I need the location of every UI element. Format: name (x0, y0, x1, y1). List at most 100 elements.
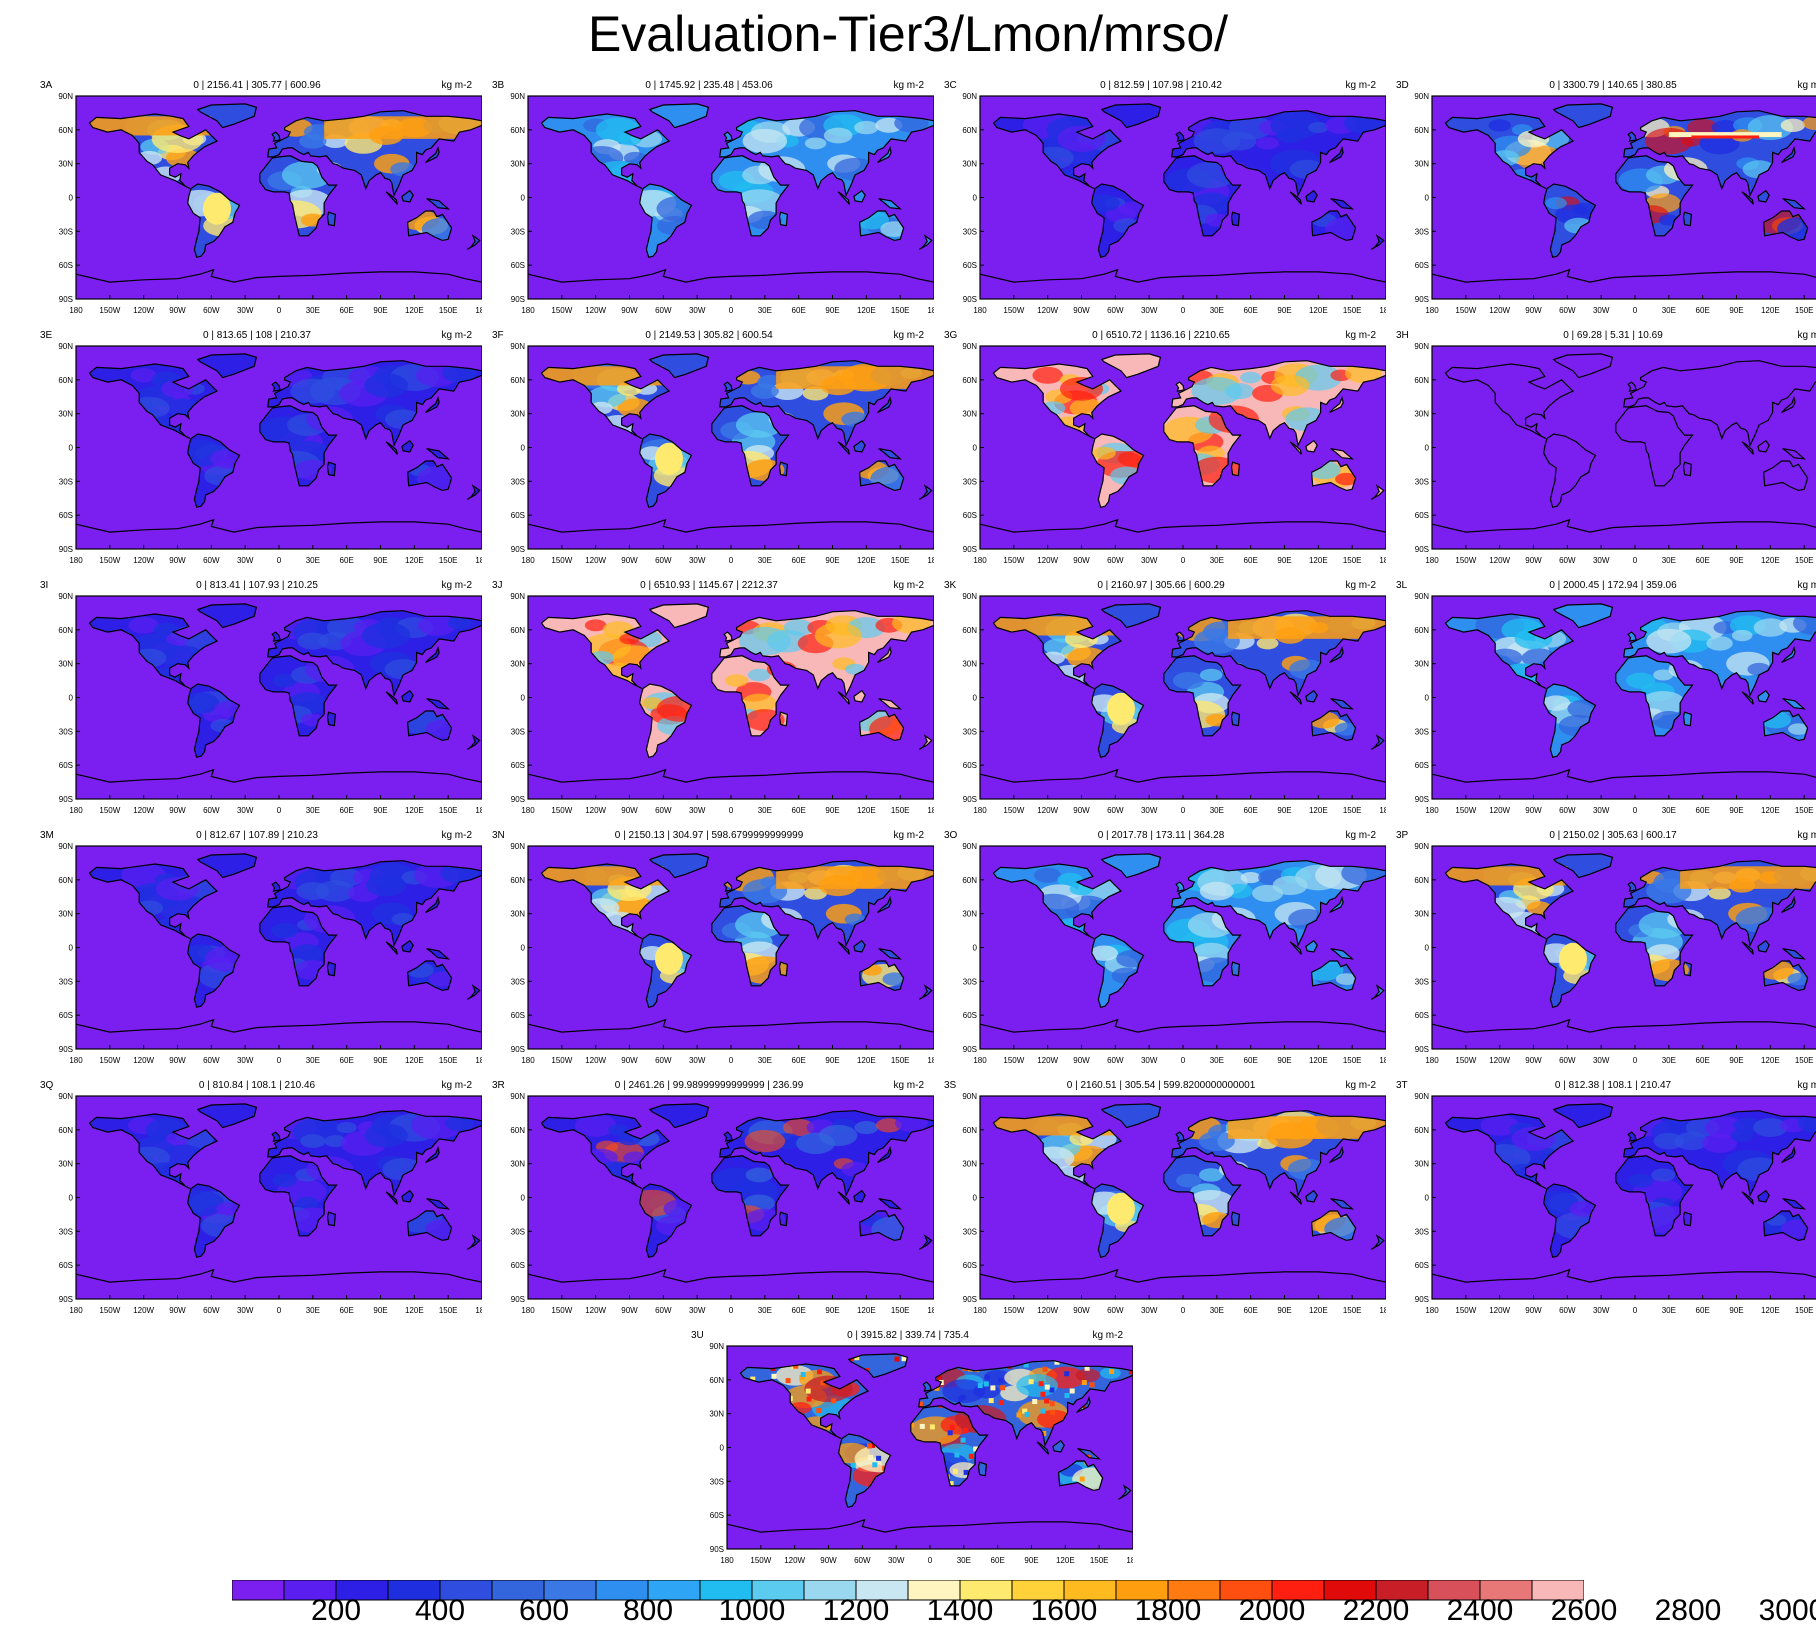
svg-text:60N: 60N (1414, 376, 1429, 385)
svg-text:30W: 30W (1593, 1306, 1610, 1315)
svg-text:120E: 120E (1309, 1056, 1328, 1065)
svg-text:90E: 90E (1024, 1556, 1038, 1565)
svg-text:60S: 60S (59, 761, 73, 770)
svg-text:0: 0 (69, 944, 74, 953)
panel-tag: 3U (691, 1330, 704, 1341)
svg-text:90S: 90S (963, 1045, 977, 1054)
svg-text:90S: 90S (59, 1295, 73, 1304)
svg-text:120W: 120W (133, 1306, 154, 1315)
svg-text:150E: 150E (1795, 806, 1814, 815)
svg-text:90N: 90N (1414, 1092, 1429, 1101)
svg-text:180: 180 (1425, 1056, 1439, 1065)
svg-text:180: 180 (927, 1306, 934, 1315)
svg-text:30W: 30W (1141, 1306, 1158, 1315)
svg-text:180: 180 (69, 1056, 83, 1065)
svg-text:60E: 60E (1696, 806, 1710, 815)
svg-text:180: 180 (475, 806, 482, 815)
svg-text:30N: 30N (510, 410, 525, 419)
svg-text:180: 180 (1379, 806, 1386, 815)
svg-text:60E: 60E (1244, 556, 1258, 565)
map-panel: 180 150W 120W 90W 60W 30W 0 30E 60E 90E 120E 150E 18… (32, 828, 482, 1074)
svg-text:90N: 90N (510, 92, 525, 101)
map-plot: 180 150W 120W 90W 60W 30W 0 30E 60E 90E 120E 150E 18… (510, 1092, 934, 1315)
svg-text:120W: 120W (1037, 556, 1058, 565)
svg-text:120W: 120W (1037, 1306, 1058, 1315)
panel-stats: 0 | 812.67 | 107.89 | 210.23 (196, 830, 318, 841)
svg-text:90W: 90W (621, 1056, 638, 1065)
panel-units: kg m-2 (1797, 1080, 1816, 1091)
svg-text:90E: 90E (373, 556, 387, 565)
svg-text:180: 180 (521, 1056, 535, 1065)
svg-text:0: 0 (1633, 556, 1638, 565)
svg-text:30N: 30N (1414, 160, 1429, 169)
svg-text:60W: 60W (203, 806, 220, 815)
map-panel: 180 150W 120W 90W 60W 30W 0 30E 60E 90E 120E 150E 18… (936, 578, 1386, 824)
svg-text:90N: 90N (58, 1092, 73, 1101)
svg-text:30W: 30W (689, 306, 706, 315)
svg-text:90E: 90E (1277, 806, 1291, 815)
svg-text:30S: 30S (963, 227, 977, 236)
svg-text:180: 180 (720, 1556, 734, 1565)
svg-text:60N: 60N (510, 626, 525, 635)
svg-text:30S: 30S (710, 1477, 724, 1486)
svg-text:90N: 90N (1414, 592, 1429, 601)
svg-text:90N: 90N (962, 92, 977, 101)
svg-text:30E: 30E (1662, 556, 1676, 565)
svg-text:30S: 30S (511, 727, 525, 736)
svg-text:180: 180 (1379, 1306, 1386, 1315)
svg-text:90N: 90N (58, 92, 73, 101)
panel-stats: 0 | 2461.26 | 99.98999999999999 | 236.99 (614, 1080, 804, 1091)
svg-text:90S: 90S (1415, 295, 1429, 304)
panel-tag: 3L (1396, 580, 1408, 591)
svg-text:90E: 90E (1277, 556, 1291, 565)
svg-text:90E: 90E (1277, 1306, 1291, 1315)
svg-text:0: 0 (1633, 806, 1638, 815)
colorbar-tick-label: 200 (310, 1594, 362, 1627)
svg-text:150E: 150E (1343, 1306, 1362, 1315)
svg-text:0: 0 (729, 1306, 734, 1315)
svg-text:90N: 90N (962, 1092, 977, 1101)
svg-text:30N: 30N (1414, 410, 1429, 419)
panel-stats: 0 | 6510.93 | 1145.67 | 2212.37 (640, 580, 778, 591)
svg-text:90S: 90S (59, 545, 73, 554)
svg-text:0: 0 (973, 1194, 978, 1203)
svg-text:180: 180 (927, 556, 934, 565)
svg-text:60S: 60S (963, 1261, 977, 1270)
svg-text:60W: 60W (1559, 306, 1576, 315)
svg-text:30E: 30E (1210, 806, 1224, 815)
map-panel: 180 150W 120W 90W 60W 30W 0 30E 60E 90E 120E 150E 18… (484, 828, 934, 1074)
colorbar-tick-label: 2800 (1654, 1594, 1722, 1627)
svg-text:90E: 90E (1729, 306, 1743, 315)
svg-text:0: 0 (521, 944, 526, 953)
svg-text:90N: 90N (1414, 92, 1429, 101)
panel-stats: 0 | 2149.53 | 305.82 | 600.54 (645, 330, 773, 341)
map-panel: 180 150W 120W 90W 60W 30W 0 30E 60E 90E 120E 150E 18… (32, 578, 482, 824)
svg-text:60N: 60N (962, 626, 977, 635)
map-plot: 180 150W 120W 90W 60W 30W 0 30E 60E 90E 120E 150E 18… (58, 92, 482, 315)
svg-text:90W: 90W (820, 1556, 837, 1565)
panel-units: kg m-2 (893, 830, 924, 841)
svg-text:90W: 90W (1073, 806, 1090, 815)
svg-text:60S: 60S (1415, 261, 1429, 270)
svg-text:120E: 120E (405, 306, 424, 315)
svg-text:0: 0 (1181, 556, 1186, 565)
colorbar-swatch (232, 1580, 285, 1601)
svg-text:60W: 60W (1559, 806, 1576, 815)
svg-text:30S: 30S (59, 227, 73, 236)
svg-text:60W: 60W (655, 556, 672, 565)
svg-text:0: 0 (1633, 1306, 1638, 1315)
svg-text:30E: 30E (306, 556, 320, 565)
colorbar-tick-label: 800 (622, 1594, 674, 1627)
svg-text:120W: 120W (585, 1306, 606, 1315)
svg-text:60S: 60S (59, 1261, 73, 1270)
svg-text:60E: 60E (340, 306, 354, 315)
map-panel: 180 150W 120W 90W 60W 30W 0 30E 60E 90E 120E 150E 18… (936, 328, 1386, 574)
svg-text:90E: 90E (1277, 306, 1291, 315)
svg-text:0: 0 (1181, 806, 1186, 815)
svg-text:90E: 90E (373, 806, 387, 815)
svg-text:60W: 60W (203, 1306, 220, 1315)
svg-text:90S: 90S (59, 1045, 73, 1054)
panel-units: kg m-2 (893, 80, 924, 91)
svg-text:0: 0 (69, 694, 74, 703)
svg-text:30S: 30S (1415, 977, 1429, 986)
